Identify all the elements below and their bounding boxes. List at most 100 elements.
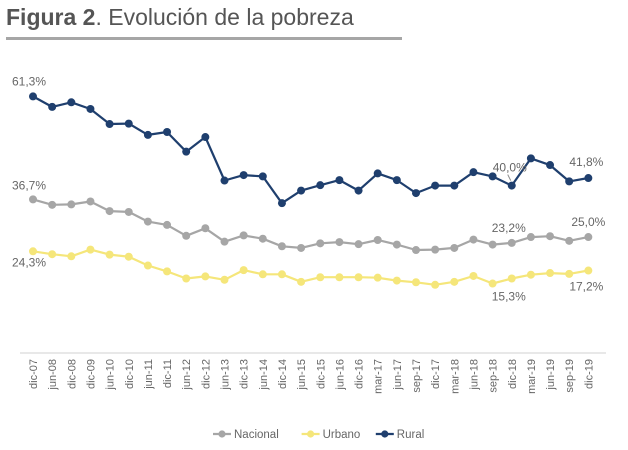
data-point-rural: [48, 102, 57, 111]
data-point-rural: [316, 181, 325, 190]
data-point-rural: [488, 172, 497, 181]
data-point-rural: [431, 181, 440, 190]
data-point-nacional: [143, 217, 152, 226]
data-point-rural: [335, 176, 344, 185]
legend-swatch-marker-urbano: [307, 430, 315, 438]
data-point-urbano: [105, 250, 114, 259]
data-point-rural: [412, 189, 420, 198]
data-point-urbano: [297, 277, 306, 286]
data-point-rural: [277, 199, 286, 208]
data-point-rural: [239, 171, 248, 180]
data-point-rural: [163, 127, 172, 136]
title-underline: [6, 37, 402, 40]
x-tick-label: dic-08: [66, 359, 78, 389]
data-point-nacional: [392, 240, 401, 249]
data-point-rural: [201, 133, 210, 142]
x-tick-label: dic-11: [162, 359, 174, 388]
figure-title: Figura 2. Evolución de la pobreza: [6, 4, 354, 31]
x-tick-label: dic-15: [315, 359, 327, 389]
data-point-nacional: [450, 243, 459, 252]
data-point-rural: [354, 186, 363, 195]
x-tick-label: dic-09: [85, 359, 97, 389]
data-point-urbano: [584, 266, 593, 275]
data-point-rural: [220, 176, 229, 185]
data-point-rural: [565, 177, 574, 186]
data-point-urbano: [258, 270, 267, 279]
data-point-urbano: [48, 250, 57, 259]
x-tick-label: jun-15: [296, 359, 308, 391]
data-label: 23,2%: [492, 221, 526, 235]
data-point-urbano: [450, 277, 459, 286]
data-point-urbano: [354, 273, 363, 282]
data-point-nacional: [469, 235, 478, 244]
x-tick-label: jun-17: [392, 359, 404, 391]
data-point-urbano: [29, 247, 37, 256]
legend-swatch-marker-rural: [381, 430, 389, 438]
data-point-rural: [469, 168, 478, 177]
data-point-nacional: [507, 238, 516, 247]
data-point-nacional: [277, 242, 286, 251]
data-point-urbano: [431, 280, 440, 289]
data-point-urbano: [373, 273, 382, 282]
data-point-rural: [450, 181, 459, 190]
data-point-rural: [105, 120, 114, 129]
data-point-nacional: [86, 197, 95, 206]
data-point-rural: [373, 169, 382, 178]
x-tick-label: dic-12: [200, 359, 212, 389]
data-point-urbano: [507, 274, 516, 283]
x-tick-label: sep-19: [564, 359, 576, 393]
data-point-nacional: [412, 246, 420, 255]
data-point-urbano: [201, 272, 210, 281]
data-point-nacional: [220, 237, 229, 246]
x-tick-label: dic-18: [507, 359, 519, 389]
legend-swatch-marker-nacional: [218, 430, 226, 438]
data-point-nacional: [124, 207, 133, 216]
data-point-rural: [67, 98, 76, 107]
label-leader-line: [507, 174, 512, 181]
data-point-rural: [546, 161, 555, 170]
data-point-urbano: [565, 269, 574, 278]
x-tick-label: sep-17: [411, 359, 423, 393]
data-point-urbano: [488, 279, 497, 288]
x-tick-label: dic-10: [124, 359, 136, 389]
data-point-nacional: [67, 200, 76, 209]
data-label: 40,0%: [493, 161, 527, 175]
data-point-nacional: [335, 238, 344, 247]
data-label: 61,3%: [12, 74, 46, 88]
data-point-nacional: [526, 233, 535, 242]
x-tick-label: sep-18: [488, 359, 500, 393]
x-tick-label: jun-11: [143, 359, 155, 390]
x-tick-label: mar-17: [373, 359, 385, 394]
data-point-nacional: [239, 231, 248, 240]
x-tick-label: jun-19: [545, 359, 557, 391]
data-point-rural: [258, 172, 267, 181]
data-point-nacional: [105, 207, 114, 216]
x-tick-label: jun-10: [105, 359, 117, 391]
data-point-nacional: [48, 200, 57, 209]
data-point-urbano: [277, 270, 286, 279]
data-point-urbano: [469, 271, 478, 280]
data-point-urbano: [86, 245, 95, 254]
data-point-nacional: [584, 233, 593, 242]
data-point-urbano: [182, 274, 191, 283]
data-point-rural: [507, 181, 516, 190]
data-label: 36,7%: [12, 178, 46, 192]
x-tick-label: jun-12: [181, 359, 193, 391]
series-line-urbano: [32, 248, 589, 286]
x-tick-label: dic-16: [354, 359, 366, 389]
figure-label: Figura 2: [6, 4, 96, 30]
data-point-urbano: [412, 278, 420, 287]
data-point-nacional: [163, 220, 172, 229]
data-point-nacional: [488, 240, 497, 249]
data-point-urbano: [67, 252, 76, 261]
data-point-nacional: [201, 224, 210, 233]
data-point-nacional: [373, 235, 382, 244]
data-point-nacional: [565, 236, 574, 245]
data-point-nacional: [354, 240, 363, 249]
data-point-nacional: [182, 231, 191, 240]
data-point-urbano: [316, 273, 325, 282]
data-point-rural: [526, 154, 535, 163]
data-point-rural: [86, 104, 95, 113]
data-point-nacional: [316, 239, 325, 248]
x-tick-label: dic-07: [28, 359, 40, 389]
